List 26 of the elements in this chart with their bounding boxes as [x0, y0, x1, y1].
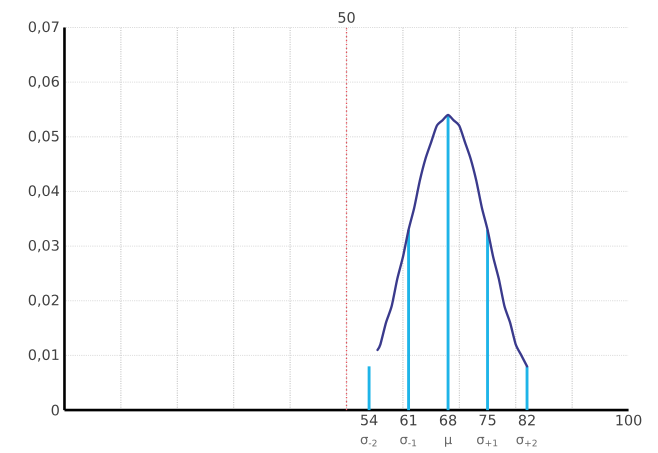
y-tick-label: 0,04 [28, 185, 60, 198]
bar [526, 366, 528, 410]
x-tick-label: 61 [400, 414, 416, 426]
annotation: μ [445, 436, 452, 447]
annotation: σ$_{+2}$ [516, 436, 537, 446]
annotation: σ$_{-1}$ [400, 436, 416, 446]
bar [407, 230, 410, 410]
bar [486, 230, 489, 410]
y-tick-label: 0,07 [28, 21, 59, 34]
y-tick-label: 0,01 [28, 349, 59, 362]
y-tick-label: 0,03 [28, 240, 59, 252]
x-tick-label: 75 [480, 414, 496, 426]
y-tick-label: 0 [52, 404, 59, 416]
annotation: σ$_{-2}$ [360, 436, 377, 446]
y-tick-label: 0,05 [28, 130, 59, 143]
annotation: σ$_{+1}$ [477, 436, 498, 446]
bar [368, 366, 371, 410]
ref-line-label: 50 [338, 12, 355, 23]
y-tick-label: 0,06 [28, 76, 59, 88]
x-tick-label: 100 [616, 414, 642, 426]
y-tick-label: 0,02 [28, 294, 58, 307]
x-tick-label: 54 [361, 414, 378, 426]
bar [446, 114, 450, 410]
x-tick-label: 82 [518, 414, 535, 426]
line-series [376, 114, 528, 368]
x-tick-label: 68 [440, 414, 456, 426]
